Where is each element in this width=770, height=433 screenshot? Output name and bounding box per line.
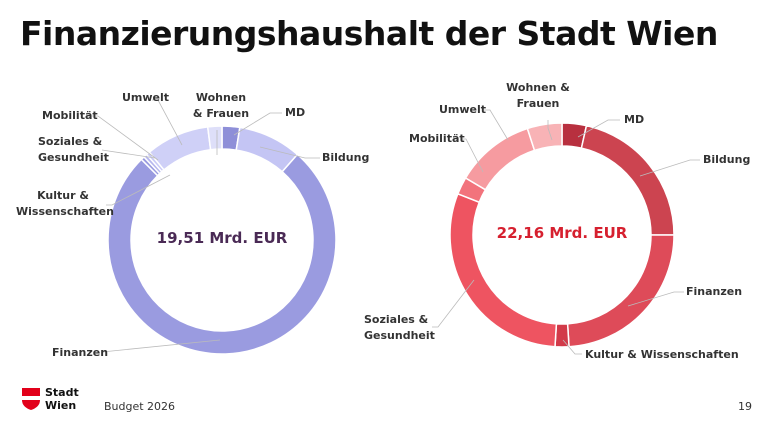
label-right-md: MD	[624, 113, 645, 126]
label-right-umwelt: Umwelt	[439, 103, 487, 116]
leader-line	[627, 291, 684, 307]
logo-text-stadt: Stadt	[45, 386, 79, 399]
leader-line	[562, 339, 582, 355]
footer-text: Budget 2026	[104, 400, 176, 413]
label-left-md: MD	[285, 106, 306, 119]
label-right-mobilitaet: Mobilität	[409, 132, 465, 145]
donut-slice-right-7	[526, 122, 563, 152]
label-right-soziales: Soziales & Gesundheit	[364, 313, 435, 342]
donut-slice-right-2	[566, 234, 675, 348]
label-left-wohnen: Wohnen & Frauen	[192, 91, 250, 120]
label-left-soziales: Soziales & Gesundheit	[38, 135, 109, 164]
label-right-wohnen: Wohnen & Frauen	[506, 81, 570, 110]
leader-line	[639, 159, 700, 177]
leader-line	[432, 279, 475, 328]
leader-line	[101, 339, 221, 353]
stadt-wien-logo	[22, 388, 40, 410]
page-title: Finanzierungshaushalt der Stadt Wien	[20, 14, 718, 53]
donut-slice-left-7	[206, 125, 223, 151]
center-label-left: 19,51 Mrd. EUR	[156, 229, 288, 247]
page-number: 19	[738, 400, 752, 413]
label-right-kultur: Kultur & Wissenschaften	[585, 348, 739, 361]
leader-line	[101, 149, 156, 159]
leader-line	[106, 174, 171, 206]
leader-line	[259, 146, 320, 159]
label-left-mobilitaet: Mobilität	[42, 109, 98, 122]
leader-line	[233, 112, 282, 136]
label-left-umwelt: Umwelt	[122, 91, 170, 104]
donut-slice-right-1	[580, 124, 675, 236]
donut-slice-left-2	[107, 153, 337, 355]
label-left-kultur: Kultur & Wissenschaften	[16, 189, 114, 218]
donut-slice-left-6	[148, 126, 212, 171]
label-left-bildung: Bildung	[322, 151, 370, 164]
leader-line	[92, 115, 159, 161]
donut-slice-right-4	[449, 192, 558, 348]
leader-line	[484, 109, 509, 141]
label-left-finanzen: Finanzen	[52, 346, 109, 359]
logo-text-wien: Wien	[45, 399, 77, 412]
leader-line	[462, 138, 484, 173]
label-right-bildung: Bildung	[703, 153, 751, 166]
leader-line	[577, 119, 620, 138]
label-right-finanzen: Finanzen	[686, 285, 743, 298]
logo-text: Stadt Wien	[45, 386, 79, 412]
leader-line	[152, 99, 183, 146]
leader-line	[547, 120, 553, 141]
donut-slice-right-3	[554, 323, 570, 348]
center-label-right: 22,16 Mrd. EUR	[496, 224, 628, 242]
